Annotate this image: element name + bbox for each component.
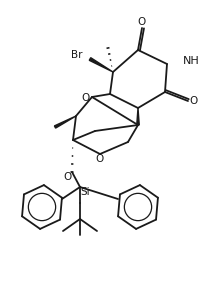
Polygon shape: [89, 58, 113, 72]
Text: NH: NH: [183, 56, 200, 66]
Text: O: O: [82, 93, 90, 103]
Text: O: O: [63, 172, 71, 182]
Text: Br: Br: [71, 50, 83, 60]
Text: O: O: [190, 96, 198, 106]
Text: O: O: [96, 154, 104, 164]
Text: O: O: [138, 17, 146, 27]
Text: Si: Si: [80, 187, 90, 197]
Polygon shape: [54, 116, 76, 128]
Polygon shape: [137, 108, 139, 125]
